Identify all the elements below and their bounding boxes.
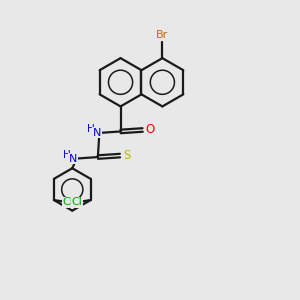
- Text: O: O: [146, 124, 154, 136]
- Text: Cl: Cl: [71, 197, 82, 207]
- Text: N: N: [93, 128, 101, 138]
- Text: H: H: [63, 150, 71, 160]
- Text: Cl: Cl: [62, 197, 73, 207]
- Text: N: N: [69, 154, 77, 164]
- Text: Br: Br: [156, 31, 169, 40]
- Text: H: H: [87, 124, 95, 134]
- Text: S: S: [123, 149, 130, 162]
